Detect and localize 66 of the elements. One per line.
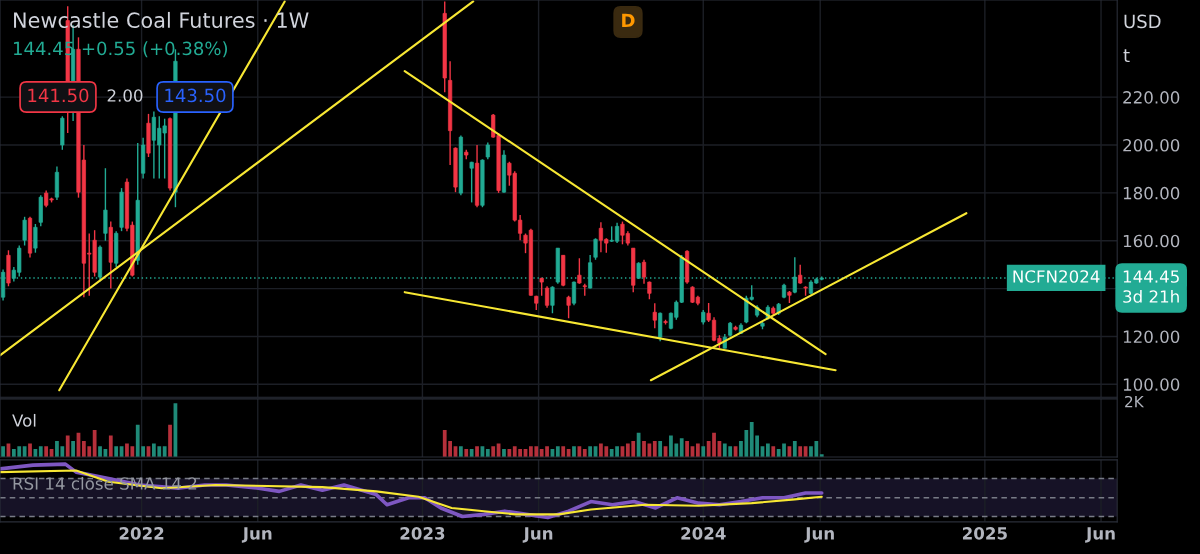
candlestick <box>60 115 65 151</box>
text: 3d 21h <box>1123 289 1179 303</box>
candlestick <box>119 187 124 232</box>
ref-line-label: NCFN2024 <box>1013 270 1100 283</box>
bar <box>22 446 27 458</box>
text: USD <box>1124 14 1161 29</box>
annotation: 141.50 <box>28 88 89 103</box>
bar <box>507 448 512 458</box>
candlestick <box>577 257 582 285</box>
bar <box>652 440 657 458</box>
x-tick-label: 2025 <box>962 527 1007 540</box>
annotation: D <box>622 13 635 27</box>
bar <box>685 440 689 458</box>
candlestick <box>561 254 566 287</box>
candlestick <box>6 249 11 287</box>
candlestick <box>453 146 458 193</box>
candlestick <box>566 295 571 319</box>
bar <box>642 440 646 458</box>
y-tick-label: 200.00 <box>1123 138 1180 152</box>
candlestick <box>652 302 657 329</box>
bar <box>464 448 469 458</box>
bar <box>695 443 700 458</box>
x-tick-label: Jun <box>804 527 834 543</box>
candlestick <box>631 247 636 293</box>
text: t <box>1123 49 1130 62</box>
bar <box>798 446 803 458</box>
candlestick <box>593 237 598 261</box>
y-tick-label: 100.00 <box>1123 378 1180 391</box>
candlestick <box>108 220 113 290</box>
y-tick-label: 180.00 <box>1123 186 1180 200</box>
candlestick <box>33 223 38 254</box>
bar <box>475 446 479 458</box>
candlestick <box>469 161 474 204</box>
bar <box>577 446 582 458</box>
candlestick <box>442 0 447 94</box>
annotation: 2.00 <box>107 89 143 102</box>
x-tick-label: 2022 <box>119 527 164 540</box>
x-tick-label: Jun <box>522 527 553 543</box>
candlestick <box>480 158 485 208</box>
x-tick-label: 2024 <box>681 527 726 540</box>
annotation: 143.50 <box>165 88 226 103</box>
text: 144.45 <box>1123 270 1179 283</box>
candlestick <box>146 113 151 158</box>
bar <box>162 446 167 458</box>
bar <box>561 446 566 458</box>
bar <box>491 446 496 458</box>
bar <box>38 446 43 458</box>
text: 2K <box>1125 395 1145 408</box>
x-tick-label: 2023 <box>400 527 445 540</box>
x-tick-label: Jun <box>1085 527 1115 543</box>
candlestick <box>22 216 27 247</box>
annotation: Vol <box>12 413 36 427</box>
bar <box>582 448 587 458</box>
y-tick-label: 160.00 <box>1123 234 1180 248</box>
candlestick <box>38 194 43 228</box>
bar <box>98 446 102 458</box>
x-tick-label: Jun <box>241 527 272 543</box>
bar <box>771 446 776 458</box>
bar <box>114 446 119 458</box>
bar <box>1 446 5 458</box>
y-tick-label: 120.00 <box>1123 330 1180 344</box>
candlestick <box>798 263 803 285</box>
y-tick-label: 220.00 <box>1123 91 1180 104</box>
candlestick <box>550 285 555 314</box>
bar <box>71 440 75 458</box>
candlestick <box>103 167 108 242</box>
